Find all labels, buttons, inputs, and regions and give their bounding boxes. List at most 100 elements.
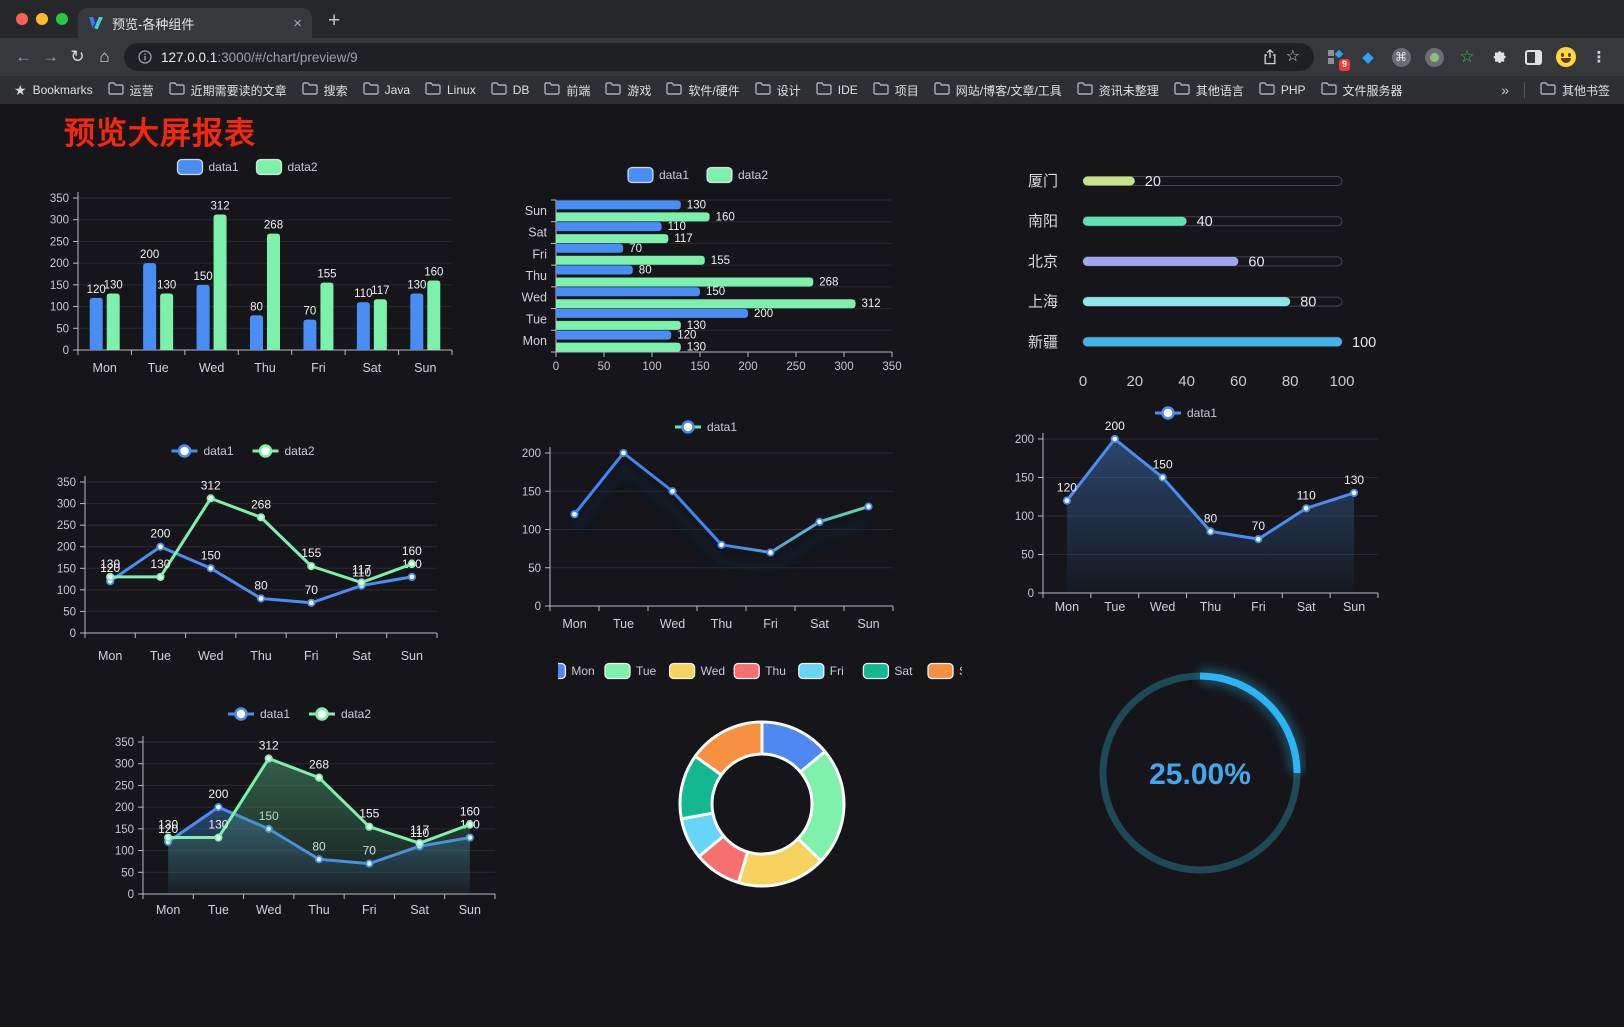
svg-text:厦门: 厦门: [1028, 173, 1058, 190]
new-tab-button[interactable]: +: [328, 9, 341, 32]
svg-text:60: 60: [1230, 373, 1247, 390]
chart-two-series-area-line[interactable]: data1 data2 0 50 100 150 200 250 300 350 Mon Tue Wed…: [100, 686, 505, 924]
bookmark-folder[interactable]: IDE: [816, 82, 858, 98]
chart-donut-pie[interactable]: Mon Tue Wed Thu Fri Sat Sun: [539, 638, 980, 928]
close-window-button[interactable]: [16, 13, 28, 25]
svg-text:0: 0: [128, 889, 134, 901]
page-title: 预览大屏报表: [64, 116, 256, 151]
bookmark-folder[interactable]: DB: [490, 82, 529, 98]
svg-text:Mon: Mon: [562, 617, 586, 631]
side-panel-icon[interactable]: [1522, 46, 1544, 68]
chart-grouped-horizontal-bar[interactable]: data1 data2 0 50 100 150 200 250 300 350 Sun 130 160…: [498, 156, 903, 384]
svg-text:50: 50: [121, 867, 134, 879]
folder-icon: [301, 82, 318, 98]
bookmarks-overflow-chevron[interactable]: »: [1501, 82, 1509, 98]
svg-text:110: 110: [1297, 488, 1316, 502]
folder-icon: [490, 82, 507, 98]
address-bar[interactable]: 127.0.0.1:3000/#/chart/preview/9 ☆: [124, 43, 1314, 71]
svg-text:0: 0: [535, 601, 541, 613]
zoom-window-button[interactable]: [56, 13, 68, 25]
extensions-puzzle-icon[interactable]: [1489, 46, 1511, 68]
svg-text:Thu: Thu: [525, 269, 547, 283]
extension-gem-icon[interactable]: ◆: [1362, 49, 1374, 66]
other-bookmarks-folder[interactable]: 其他书签: [1540, 82, 1610, 99]
bookmark-folder[interactable]: Java: [362, 82, 410, 98]
browser-tab[interactable]: 预览-各种组件 ×: [78, 8, 312, 38]
svg-text:117: 117: [371, 285, 389, 297]
chart-grouped-bar[interactable]: data1 data2 0 50 100 150 200 250 300 350 Mon Tue Wed…: [40, 150, 460, 382]
svg-text:40: 40: [1178, 373, 1195, 390]
svg-text:Fri: Fri: [1251, 600, 1266, 614]
bookmark-folder[interactable]: 软件/硬件: [666, 82, 740, 99]
share-icon[interactable]: [1263, 49, 1277, 65]
forward-icon[interactable]: →: [42, 47, 59, 66]
svg-text:50: 50: [598, 361, 611, 373]
folder-icon: [425, 82, 441, 98]
svg-text:200: 200: [57, 542, 76, 554]
extension-record-icon[interactable]: [1423, 46, 1445, 68]
svg-text:150: 150: [115, 824, 134, 836]
svg-text:Fri: Fri: [830, 664, 844, 678]
svg-text:130: 130: [104, 280, 123, 292]
browser-menu-icon[interactable]: ⋮: [1591, 49, 1607, 66]
svg-text:100: 100: [115, 846, 134, 858]
svg-text:25.00%: 25.00%: [1149, 758, 1251, 791]
svg-text:200: 200: [754, 308, 773, 320]
minimize-window-button[interactable]: [36, 13, 48, 25]
svg-text:Fri: Fri: [532, 247, 547, 261]
extension-green-star-icon[interactable]: ☆: [1459, 47, 1475, 66]
bookmark-folder[interactable]: 游戏: [605, 82, 651, 99]
svg-text:Sun: Sun: [1343, 600, 1365, 614]
svg-text:Mon: Mon: [571, 664, 594, 678]
svg-text:20: 20: [1145, 174, 1161, 190]
bookmark-folder[interactable]: 近期需要读的文章: [168, 82, 287, 99]
bookmark-folder[interactable]: 网站/博客/文章/工具: [934, 82, 1062, 99]
reload-icon[interactable]: ↻: [70, 47, 85, 66]
bookmark-folder[interactable]: 运营: [107, 82, 154, 99]
svg-text:120: 120: [87, 284, 106, 296]
svg-text:268: 268: [264, 220, 283, 232]
url-text: 127.0.0.1:3000/#/chart/preview/9: [161, 50, 1254, 65]
back-icon[interactable]: ←: [15, 47, 32, 66]
svg-text:120: 120: [100, 561, 120, 575]
profile-avatar[interactable]: [1555, 46, 1577, 68]
svg-text:130: 130: [687, 342, 706, 354]
svg-text:100: 100: [642, 361, 661, 373]
tab-close-icon[interactable]: ×: [293, 14, 302, 32]
svg-text:0: 0: [70, 628, 76, 640]
svg-text:110: 110: [352, 566, 371, 580]
svg-text:250: 250: [786, 361, 805, 373]
svg-text:Thu: Thu: [308, 903, 330, 917]
bookmark-folder[interactable]: Linux: [425, 82, 476, 98]
chart-area-line[interactable]: data1 0 50 100 150 200 Mon Tue Wed Thu Fri Sat Sun 12…: [988, 396, 1390, 621]
bookmark-folder[interactable]: 项目: [873, 82, 919, 99]
svg-text:data1: data1: [707, 420, 737, 434]
bookmarks-manager-item[interactable]: ★ Bookmarks: [14, 82, 93, 99]
svg-text:Tue: Tue: [636, 664, 657, 678]
chart-two-series-line[interactable]: data1 data2 0 50 100 150 200 250 300 350 Mon Tue Wed…: [45, 438, 447, 670]
bookmark-folder[interactable]: 搜索: [301, 82, 348, 99]
svg-text:data2: data2: [288, 160, 318, 174]
svg-text:Thu: Thu: [711, 617, 733, 631]
url-host: 127.0.0.1: [161, 49, 218, 65]
extension-command-icon[interactable]: ⌘: [1390, 46, 1412, 68]
svg-text:data1: data1: [1187, 406, 1217, 420]
bookmark-folder[interactable]: 文件服务器: [1320, 82, 1403, 99]
bookmark-folder[interactable]: PHP: [1259, 82, 1306, 98]
svg-text:100: 100: [522, 525, 541, 537]
extensions-area: 9 ◆ ⌘ ☆ ⋮: [1324, 46, 1614, 71]
bookmark-folder[interactable]: 设计: [755, 82, 801, 99]
chart-percent-gauge[interactable]: 25.00%: [1094, 649, 1306, 879]
svg-text:新疆: 新疆: [1028, 334, 1058, 351]
svg-text:120: 120: [677, 330, 696, 342]
chart-city-progress-bars[interactable]: 厦门 20 南阳 40 北京 60 上海 80 新疆 100 0 20 40 60 80 100: [990, 156, 1392, 396]
bookmark-folder[interactable]: 前端: [544, 82, 590, 99]
site-info-icon[interactable]: [138, 50, 152, 64]
chart-gradient-line[interactable]: data1 0 50 100 150 200 Mon Tue Wed Thu Fri Sat Sun: [503, 416, 915, 638]
bookmark-folder[interactable]: 资讯未整理: [1077, 82, 1159, 99]
home-icon[interactable]: ⌂: [99, 47, 110, 66]
bookmark-folder[interactable]: 其他语言: [1174, 82, 1244, 99]
extension-app-grid-icon[interactable]: 9: [1324, 46, 1350, 71]
bookmark-star-icon[interactable]: ☆: [1285, 48, 1300, 65]
svg-text:Sun: Sun: [459, 903, 481, 917]
